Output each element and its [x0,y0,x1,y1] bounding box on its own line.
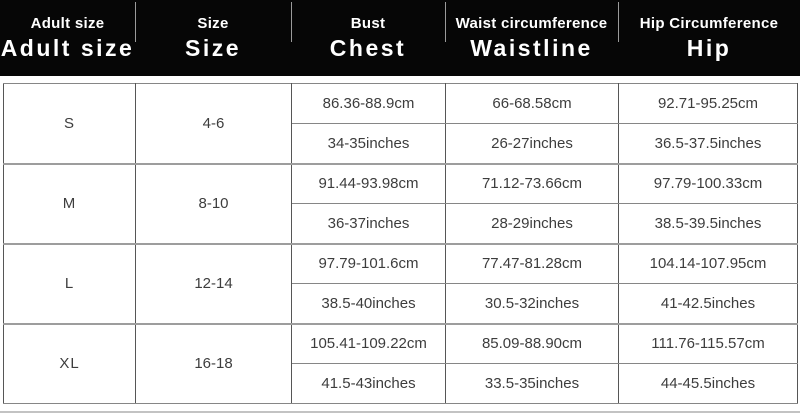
header-size-large: Size [184,35,242,61]
waist-inches-l: 30.5-32inches [445,283,619,324]
bust-cm-xl: 105.41-109.22cm [291,322,446,364]
table-row-xl-inches: 41.5-43inches 33.5-35inches 44-45.5inche… [4,363,798,404]
table-row-xl-cm: XL 16-18 105.41-109.22cm 85.09-88.90cm 1… [3,322,798,404]
waist-cm-s: 66-68.58cm [445,83,619,124]
table-row-m-cm: M 8-10 91.44-93.98cm 71.12-73.66cm 97.79… [3,162,798,244]
bust-inches-xl: 41.5-43inches [291,363,446,404]
header-cell-bust: Bust Chest [291,0,445,76]
size-label-s: S [3,83,136,164]
waist-inches-m: 28-29inches [445,203,619,244]
size-chart-header: Adult size Adult size Size Size Bust Che… [0,0,800,76]
hip-cm-s: 92.71-95.25cm [618,83,798,124]
bottom-divider [0,411,800,413]
size-range-s: 4-6 [135,83,292,164]
header-bust-small: Bust [350,15,386,32]
hip-inches-m: 38.5-39.5inches [618,203,798,244]
table-row-l-cm: L 12-14 97.79-101.6cm 77.47-81.28cm 104.… [3,242,798,324]
size-label-l: L [3,242,136,324]
header-cell-adult-size: Adult size Adult size [0,0,135,76]
header-chest-large: Chest [329,35,407,61]
hip-cm-xl: 111.76-115.57cm [618,322,798,364]
bust-cm-l: 97.79-101.6cm [291,242,446,284]
header-waistline-large: Waistline [470,35,593,61]
table-row-s-inches: 34-35inches 26-27inches 36.5-37.5inches [4,123,798,164]
bust-cm-m: 91.44-93.98cm [291,162,446,204]
bust-inches-l: 38.5-40inches [291,283,446,324]
header-waist-small: Waist circumference [455,15,608,32]
header-adult-size-small: Adult size [30,15,105,32]
table-row-m-inches: 36-37inches 28-29inches 38.5-39.5inches [4,203,798,244]
hip-inches-s: 36.5-37.5inches [618,123,798,164]
size-label-m: M [3,162,136,244]
size-label-xl: XL [3,322,136,404]
bust-inches-s: 34-35inches [291,123,446,164]
hip-cm-m: 97.79-100.33cm [618,162,798,204]
hip-cm-l: 104.14-107.95cm [618,242,798,284]
bust-inches-m: 36-37inches [291,203,446,244]
waist-inches-xl: 33.5-35inches [445,363,619,404]
header-hip-small: Hip Circumference [639,15,779,32]
waist-cm-xl: 85.09-88.90cm [445,322,619,364]
header-cell-hip: Hip Circumference Hip [618,0,800,76]
header-adult-size-large: Adult size [0,35,135,61]
bust-cm-s: 86.36-88.9cm [291,83,446,124]
waist-inches-s: 26-27inches [445,123,619,164]
header-cell-size: Size Size [135,0,291,76]
header-size-small: Size [197,15,229,32]
hip-inches-l: 41-42.5inches [618,283,798,324]
size-table-body: S 4-6 86.36-88.9cm 66-68.58cm 92.71-95.2… [0,76,800,404]
header-hip-large: Hip [686,35,732,61]
table-row-s-cm: S 4-6 86.36-88.9cm 66-68.58cm 92.71-95.2… [3,83,798,164]
header-cell-waist: Waist circumference Waistline [445,0,618,76]
waist-cm-l: 77.47-81.28cm [445,242,619,284]
hip-inches-xl: 44-45.5inches [618,363,798,404]
table-row-l-inches: 38.5-40inches 30.5-32inches 41-42.5inche… [4,283,798,324]
size-range-l: 12-14 [135,242,292,324]
size-table: S 4-6 86.36-88.9cm 66-68.58cm 92.71-95.2… [3,83,798,404]
size-range-xl: 16-18 [135,322,292,404]
size-range-m: 8-10 [135,162,292,244]
waist-cm-m: 71.12-73.66cm [445,162,619,204]
